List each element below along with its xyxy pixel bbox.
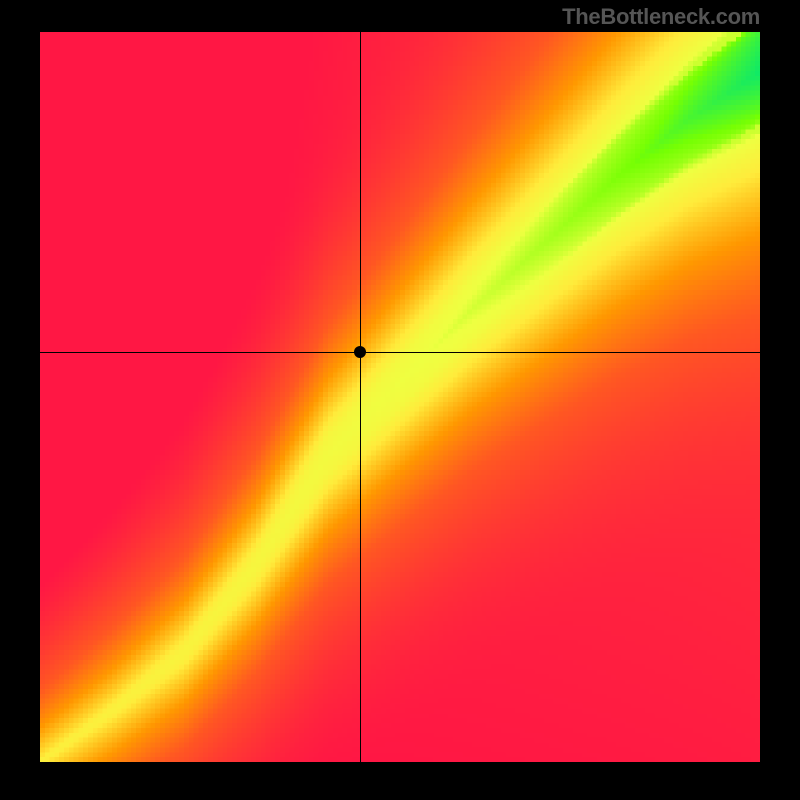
bottleneck-heatmap — [40, 32, 760, 762]
crosshair-horizontal — [40, 352, 760, 353]
crosshair-vertical — [360, 32, 361, 762]
chart-container: TheBottleneck.com — [0, 0, 800, 800]
watermark-text: TheBottleneck.com — [562, 4, 760, 30]
